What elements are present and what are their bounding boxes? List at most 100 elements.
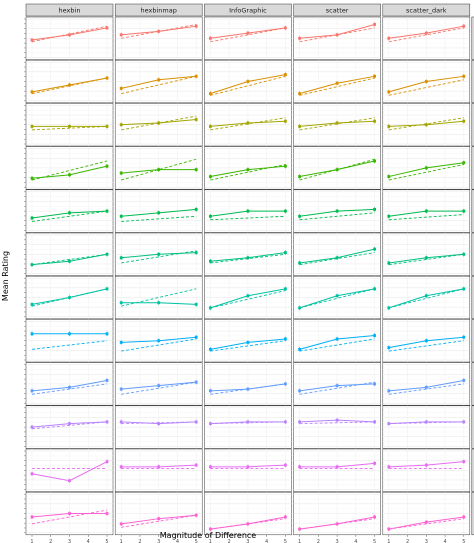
dashed-trend-line — [210, 75, 286, 96]
column-strip-infographic: InfoGraphic — [204, 3, 292, 17]
data-point — [209, 527, 212, 531]
data-point — [462, 287, 466, 291]
panel-focus-blur-infographic — [204, 146, 292, 190]
data-point — [68, 332, 71, 336]
dashed-trend-line — [299, 381, 375, 395]
data-point — [284, 463, 287, 467]
data-point — [284, 209, 287, 213]
data-point — [387, 36, 391, 40]
panel-pulse-size-hexbinmap — [114, 319, 203, 363]
data-point — [424, 209, 428, 213]
data-point — [119, 341, 123, 344]
panel-qton-hexbin — [24, 405, 114, 449]
data-point — [157, 252, 161, 256]
data-point — [373, 515, 376, 519]
data-point — [298, 527, 301, 531]
panel-opacity-scatter-dark — [382, 275, 471, 320]
panel-focus-blur-hexbinmap — [114, 146, 203, 190]
panel-pulse-time-scatter — [293, 362, 381, 406]
data-point — [209, 306, 212, 310]
y-axis-title: Mean Rating — [1, 251, 10, 301]
data-point — [157, 78, 161, 82]
dashed-trend-line — [31, 509, 108, 525]
column-strip-hexbinmap: hexbinmap — [114, 3, 203, 17]
x-tick-label: 3 — [336, 539, 339, 543]
data-point — [284, 382, 287, 386]
data-point — [30, 389, 34, 393]
panel-color-hexbin — [24, 16, 114, 60]
data-point — [119, 33, 123, 37]
data-point — [194, 207, 198, 211]
data-point — [194, 335, 198, 339]
panel-flicker-time-hexbinmap — [114, 103, 203, 147]
data-point — [424, 294, 428, 298]
panel-shape-hexbinmap — [114, 448, 203, 492]
data-point — [30, 125, 34, 128]
data-point — [462, 335, 466, 339]
data-point — [298, 92, 301, 96]
panel-pulse-size-scatter — [293, 319, 381, 363]
panel-motion-time-hexbin — [24, 232, 114, 276]
data-point — [246, 209, 250, 213]
data-point — [424, 123, 428, 127]
data-point — [194, 251, 198, 254]
data-point — [68, 259, 71, 263]
data-point — [209, 175, 212, 178]
panel-motion-distance-scatter-dark — [382, 189, 471, 233]
data-point — [298, 125, 301, 128]
data-point — [246, 80, 250, 83]
data-point — [68, 125, 71, 128]
data-point — [209, 422, 212, 426]
data-point — [119, 171, 123, 175]
x-tick-label: 5 — [195, 539, 198, 543]
data-point — [387, 527, 391, 531]
data-point — [105, 164, 109, 168]
data-point — [105, 26, 109, 30]
data-point — [335, 465, 339, 469]
panel-flicker-opacity-scatter-dark — [382, 59, 471, 104]
x-tick-label: 4 — [354, 539, 357, 543]
data-point — [387, 90, 391, 94]
x-tick-label: 3 — [68, 539, 71, 543]
data-point — [68, 211, 71, 215]
data-point — [373, 119, 376, 123]
data-point — [462, 460, 466, 464]
data-point — [246, 256, 250, 260]
x-tick-label: 5 — [105, 539, 108, 543]
panel-opacity-scatter — [293, 275, 381, 320]
dashed-trend-line — [299, 421, 375, 425]
data-point — [284, 515, 287, 519]
data-point — [194, 118, 198, 121]
data-point — [157, 339, 161, 343]
data-point — [335, 33, 339, 37]
data-point — [335, 168, 339, 172]
data-point — [30, 38, 34, 42]
data-point — [387, 465, 391, 469]
data-point — [373, 207, 376, 211]
data-point — [68, 173, 71, 177]
dashed-trend-line — [210, 215, 286, 221]
panel-color-hexbinmap — [114, 16, 203, 60]
data-point — [424, 80, 428, 83]
data-point — [68, 385, 71, 389]
data-point — [119, 256, 123, 260]
panel-motion-distance-infographic — [204, 189, 292, 233]
panel-focus-blur-scatter-dark — [382, 146, 471, 190]
data-point — [424, 520, 428, 524]
panel-color-scatter-dark — [382, 16, 471, 60]
data-point — [119, 465, 123, 469]
panel-qton-hexbinmap — [114, 405, 203, 449]
data-point — [30, 472, 34, 476]
dashed-trend-line — [121, 75, 197, 95]
dashed-trend-line — [299, 27, 375, 43]
data-point — [30, 303, 34, 306]
x-tick-label: 2 — [49, 539, 52, 543]
panel-shape-infographic — [204, 448, 292, 492]
data-point — [119, 87, 123, 90]
data-point — [68, 296, 71, 299]
data-point — [119, 522, 123, 526]
data-point — [209, 465, 212, 469]
data-point — [373, 334, 376, 337]
data-point — [30, 332, 34, 336]
data-point — [335, 337, 339, 341]
